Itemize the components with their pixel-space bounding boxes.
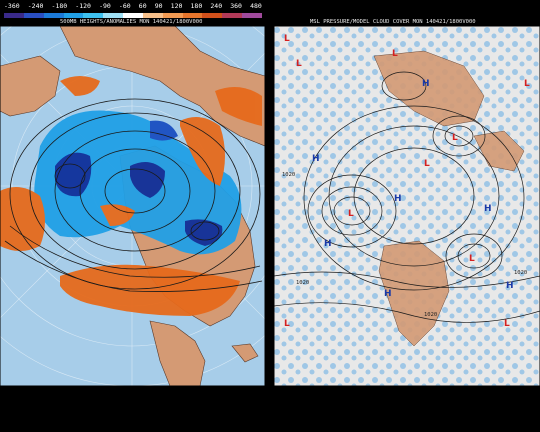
high-center: H	[312, 154, 320, 164]
low-center: L	[392, 49, 398, 59]
scale-label: 120	[170, 2, 183, 10]
scale-swatch	[4, 13, 24, 18]
high-center: H	[506, 281, 514, 291]
scale-label: 60	[138, 2, 147, 10]
scale-swatch	[103, 13, 124, 18]
panel-divider	[265, 0, 274, 432]
scale-swatch	[63, 13, 84, 18]
pressure-centers: L L L L L L L L L L H H H H H H H	[284, 34, 530, 329]
high-center: H	[324, 239, 332, 249]
scale-label: 90	[154, 2, 163, 10]
right-map: 1020 1020 1020 1020 L L L L L L L L L L …	[274, 26, 540, 386]
scale-label: 360	[230, 2, 242, 10]
isobar-label: 1020	[424, 312, 437, 318]
low-center: L	[524, 79, 530, 89]
scale-label: -360	[4, 2, 20, 10]
scale-label: 480	[250, 2, 262, 10]
isobars	[274, 71, 540, 323]
low-center: L	[469, 254, 475, 264]
left-map-panel: -360 -240 -180 -120 -90 -60 60 90 120 180 240 360 48…	[0, 0, 265, 432]
low-center: L	[424, 159, 430, 169]
scale-swatch	[43, 13, 64, 18]
high-center: H	[422, 79, 430, 89]
high-center: H	[384, 289, 392, 299]
right-map-panel: MSL PRESSURE/MODEL CLOUD COVER MON 14042…	[274, 0, 540, 432]
left-map-title: 500MB HEIGHTS/ANOMALIES MON 140421/1800V…	[60, 19, 203, 25]
scale-swatch	[83, 13, 104, 18]
scale-swatch	[162, 13, 183, 18]
scale-swatch	[242, 13, 262, 18]
scale-swatch	[182, 13, 203, 18]
left-map	[0, 26, 265, 386]
scale-label: -90	[99, 2, 111, 10]
scale-bar	[4, 13, 262, 18]
scale-swatch	[123, 13, 143, 18]
low-center: L	[296, 59, 302, 69]
scale-label: 180	[190, 2, 203, 10]
isobar-label: 1020	[282, 172, 295, 178]
isobar-labels: 1020 1020 1020 1020	[282, 172, 527, 318]
scale-label: -240	[27, 2, 44, 10]
scale-label: -180	[51, 2, 68, 10]
low-center: L	[452, 133, 458, 143]
scale-labels: -360 -240 -180 -120 -90 -60 60 90 120 180 240 360 48…	[4, 2, 262, 10]
isobar-label: 1020	[514, 270, 527, 276]
scale-label: -60	[118, 2, 131, 10]
anomaly-color-scale: -360 -240 -180 -120 -90 -60 60 90 120 180 240 360 48…	[0, 0, 265, 26]
scale-swatch	[222, 13, 243, 18]
scale-swatch	[23, 13, 44, 18]
low-center: L	[504, 319, 510, 329]
isobar-label: 1020	[296, 280, 309, 286]
high-center: H	[394, 194, 402, 204]
low-center: L	[284, 319, 290, 329]
low-center: L	[284, 34, 290, 44]
scale-label: 240	[210, 2, 223, 10]
scale-label: -120	[75, 2, 91, 10]
high-center: H	[484, 204, 492, 214]
height-contours	[4, 98, 263, 292]
scale-swatch	[202, 13, 223, 18]
low-center: L	[348, 209, 354, 219]
scale-swatch	[142, 13, 163, 18]
right-map-title: MSL PRESSURE/MODEL CLOUD COVER MON 14042…	[310, 19, 476, 25]
